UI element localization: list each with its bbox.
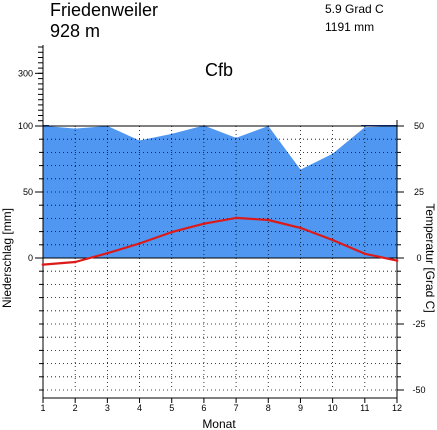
precipitation-layer [42,124,398,258]
station-elevation: 928 m [50,21,100,41]
x-tick-label: 10 [328,403,338,413]
x-tick-label: 8 [266,403,271,413]
x-tick-label: 5 [169,403,174,413]
temperature-point [363,252,367,256]
right-tick-label: 50 [414,121,424,131]
annual-precipitation: 1191 mm [325,20,374,34]
temperature-point [41,263,45,266]
x-tick-label: 9 [298,403,303,413]
temperature-point [331,238,334,242]
left-tick-label: 100 [18,121,33,131]
right-tick-label: -50 [412,385,425,395]
x-tick-label: 11 [360,403,369,413]
right-tick-label: 25 [414,187,424,197]
x-tick-label: 4 [137,403,142,413]
temperature-point [299,226,302,230]
station-name: Friedenweiler [50,0,158,20]
x-tick-label: 12 [392,403,402,413]
mean-temperature: 5.9 Grad C [325,2,384,16]
axes-layer [35,45,404,403]
temperature-point [170,230,173,234]
temperature-point [138,242,141,245]
temperature-point [73,260,77,264]
x-tick-label: 7 [234,403,239,413]
temperature-line [42,216,398,266]
temperature-point [106,251,109,255]
temperature-point [395,259,399,262]
left-tick-label: 300 [18,68,33,78]
x-tick-label: 2 [73,403,78,413]
precipitation-point [138,139,141,142]
temperature-point [202,222,206,225]
x-tick-label: 3 [105,403,110,413]
right-tick-label: -25 [412,319,425,329]
x-tick-label: 6 [201,403,206,413]
precipitation-point [74,127,76,130]
x-axis-label: Monat [202,417,236,430]
right-tick-label: 0 [416,253,421,263]
left-tick-label: 50 [23,187,33,197]
temperature-point [267,218,270,222]
left-tick-label: 0 [28,253,33,263]
x-tick-label: 1 [40,403,45,413]
temperature-point [234,216,238,220]
left-axis-label: Niederschlag [mm] [0,208,14,308]
temperature-layer [41,216,399,266]
climate-class: Cfb [205,60,233,80]
right-axis-label: Temperatur [Grad C] [423,203,437,312]
grid-layer [43,125,397,391]
